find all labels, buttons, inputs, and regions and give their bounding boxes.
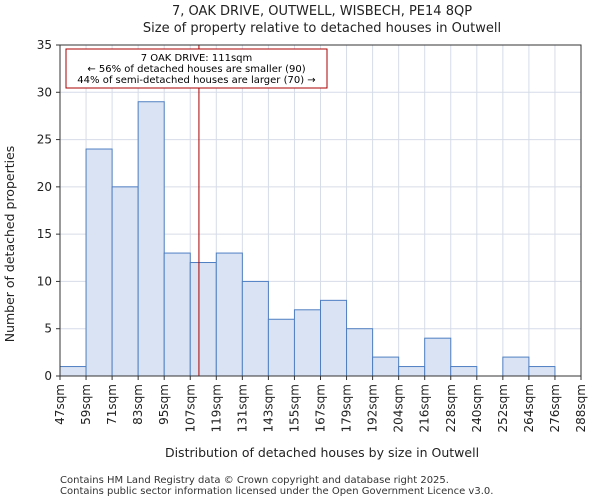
x-tick-label: 143sqm	[261, 384, 275, 432]
bar-228sqm	[450, 366, 478, 377]
x-tick-label: 71sqm	[105, 384, 119, 425]
y-tick-label: 5	[44, 322, 52, 336]
bar-167sqm	[320, 299, 348, 377]
bar-216sqm	[424, 337, 452, 377]
bar-95sqm	[163, 252, 191, 377]
annotation-line1: 7 OAK DRIVE: 111sqm	[141, 53, 253, 64]
x-tick-label: 131sqm	[235, 384, 249, 432]
x-tick-label: 264sqm	[522, 384, 536, 432]
x-tick-label: 83sqm	[131, 384, 145, 425]
x-tick-label: 228sqm	[444, 384, 458, 432]
x-tick-label: 252sqm	[496, 384, 510, 432]
footer-line1: Contains HM Land Registry data © Crown c…	[60, 475, 449, 486]
bar-71sqm	[111, 186, 139, 377]
x-tick-label: 47sqm	[53, 384, 67, 425]
x-tick-label: 59sqm	[79, 384, 93, 425]
bar-59sqm	[85, 148, 113, 377]
y-tick-label: 15	[37, 227, 52, 241]
bar-179sqm	[346, 328, 374, 377]
x-tick-label: 192sqm	[366, 384, 380, 432]
x-tick-label: 119sqm	[209, 384, 223, 432]
annotation-box	[65, 48, 328, 89]
bar-204sqm	[398, 366, 426, 377]
y-axis-label: Number of detached properties	[2, 146, 17, 343]
marker-layer: 7 OAK DRIVE: 111sqm← 56% of detached hou…	[65, 45, 328, 376]
annotation-line2: ← 56% of detached houses are smaller (90…	[87, 64, 305, 75]
y-tick-label: 20	[37, 180, 52, 194]
bar-layer	[59, 101, 556, 377]
x-tick-label: 288sqm	[574, 384, 588, 432]
bar-264sqm	[528, 366, 556, 377]
bar-107sqm	[189, 262, 217, 377]
y-tick-label: 10	[37, 274, 52, 288]
x-tick-label: 155sqm	[287, 384, 301, 432]
x-tick-label: 167sqm	[314, 384, 328, 432]
x-tick-label: 240sqm	[470, 384, 484, 432]
x-tick-label: 216sqm	[418, 384, 432, 432]
x-axis-label: Distribution of detached houses by size …	[165, 445, 479, 460]
y-tick-label: 25	[37, 133, 52, 147]
x-axis: 47sqm 59sqm 71sqm 83sqm 95sqm 107sqm 119sqm 131…	[53, 376, 588, 432]
x-tick-label: 179sqm	[340, 384, 354, 432]
chart-title-line2: Size of property relative to detached ho…	[143, 21, 501, 36]
bar-143sqm	[267, 318, 295, 377]
y-tick-label: 35	[37, 38, 52, 52]
y-tick-label: 0	[44, 369, 52, 383]
y-tick-label: 30	[37, 85, 52, 99]
x-tick-label: 95sqm	[157, 384, 171, 425]
x-tick-label: 276sqm	[548, 384, 562, 432]
chart-title-line1: 7, OAK DRIVE, OUTWELL, WISBECH, PE14 8QP	[172, 4, 472, 19]
bar-131sqm	[241, 280, 269, 377]
bar-155sqm	[293, 309, 322, 377]
x-tick-label: 107sqm	[183, 384, 197, 432]
y-axis: 0 5 10 15 20 25 30 35	[37, 38, 60, 383]
bar-47sqm	[59, 366, 87, 377]
bar-252sqm	[502, 356, 530, 377]
x-tick-label: 204sqm	[392, 384, 406, 432]
bar-192sqm	[372, 356, 400, 377]
bar-119sqm	[215, 252, 243, 377]
footer-line2: Contains public sector information licen…	[60, 486, 493, 497]
annotation-line3: 44% of semi-detached houses are larger (…	[77, 75, 315, 86]
bar-83sqm	[137, 101, 165, 377]
